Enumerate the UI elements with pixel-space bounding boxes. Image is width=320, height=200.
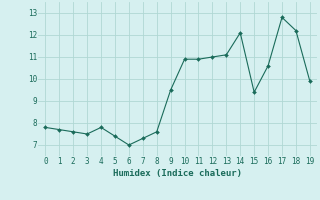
X-axis label: Humidex (Indice chaleur): Humidex (Indice chaleur) bbox=[113, 169, 242, 178]
